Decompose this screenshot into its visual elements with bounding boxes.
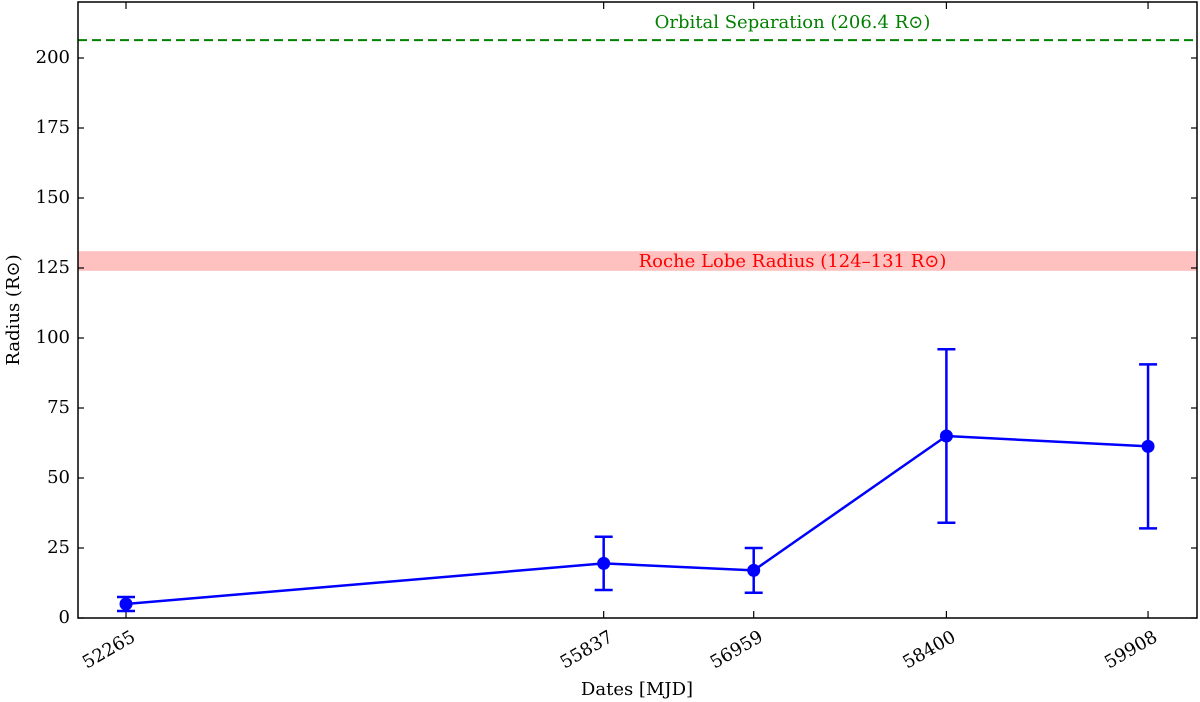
x-tick-label: 52265 [79, 626, 139, 673]
x-axis-label: Dates [MJD] [581, 679, 693, 700]
x-tick-label: 59908 [1101, 626, 1161, 673]
x-tick-label: 55837 [557, 626, 617, 673]
y-tick-label: 100 [36, 327, 70, 348]
x-tick-label: 58400 [899, 626, 959, 673]
point [597, 556, 611, 570]
point [1141, 439, 1155, 453]
y-tick-label: 125 [36, 257, 70, 278]
y-tick-label: 0 [59, 607, 70, 628]
band [78, 251, 1197, 271]
point [119, 597, 133, 611]
reference-label: Orbital Separation (206.4 R⊙) [655, 12, 931, 33]
line [125, 434, 1149, 606]
x-tick-label: 56959 [707, 626, 767, 673]
y-tick-label: 25 [47, 537, 70, 558]
y-tick-label: 150 [36, 187, 70, 208]
y-axis-label: Radius (R⊙) [3, 254, 24, 365]
point [747, 563, 761, 577]
plot-frame [77, 1, 1198, 619]
y-tick-label: 75 [47, 397, 70, 418]
y-tick-label: 175 [36, 117, 70, 138]
point [939, 429, 953, 443]
y-tick-label: 200 [36, 47, 70, 68]
band-label: Roche Lobe Radius (124–131 R⊙) [639, 251, 947, 272]
y-tick-label: 50 [47, 467, 70, 488]
